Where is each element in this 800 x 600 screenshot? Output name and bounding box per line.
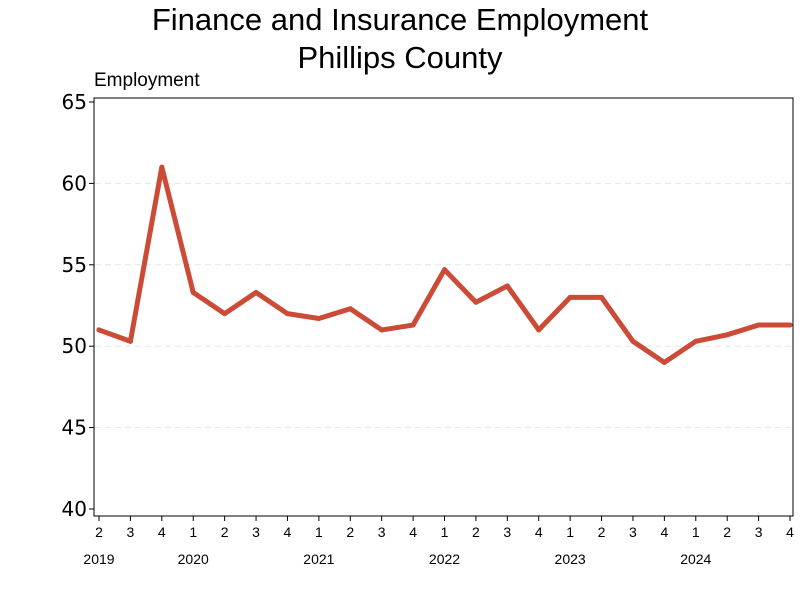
x-tick-label: 3 [629,524,637,540]
x-tick-label: 2 [723,524,731,540]
data-point [661,359,667,365]
x-tick-label: 1 [566,524,574,540]
x-tick-label: 2 [346,524,354,540]
data-point [379,327,385,333]
plot-frame [93,97,794,517]
chart-title: Finance and Insurance Employment [152,2,649,37]
data-point [127,338,133,344]
data-point [567,294,573,300]
x-tick-label: 4 [409,524,417,540]
y-axis: 40 45 50 55 60 65 [62,90,94,521]
chart-subtitle: Phillips County [297,40,503,75]
x-tick-label: 3 [503,524,511,540]
data-point [724,332,730,338]
data-point [693,338,699,344]
year-label: 2020 [178,551,209,567]
data-point [630,338,636,344]
data-point [284,311,290,317]
y-tick-label: 60 [62,171,87,195]
series-layer [96,164,793,365]
data-point [347,306,353,312]
data-point [599,294,605,300]
x-tick-label: 2 [598,524,606,540]
data-point [787,322,793,328]
gridlines [95,182,792,429]
data-point [190,289,196,295]
x-tick-label: 2 [221,524,229,540]
data-point [473,299,479,305]
y-tick-label: 45 [62,416,87,440]
x-tick-label: 4 [786,524,794,540]
year-label: 2022 [429,551,460,567]
x-tick-label: 1 [441,524,449,540]
x-tick-label: 4 [535,524,543,540]
data-point [316,316,322,322]
x-tick-label: 4 [158,524,166,540]
data-point [222,311,228,317]
x-tick-label: 3 [127,524,135,540]
data-point [504,283,510,289]
year-label: 2019 [83,551,114,567]
x-tick-label: 2 [472,524,480,540]
data-point [159,164,165,170]
data-point [536,327,542,333]
year-label: 2023 [555,551,586,567]
y-axis-label: Employment [94,70,200,91]
data-point [410,322,416,328]
x-tick-label: 3 [378,524,386,540]
x-tick-label: 2 [95,524,103,540]
y-tick-label: 65 [62,90,87,114]
year-label: 2021 [303,551,334,567]
x-tick-label: 3 [755,524,763,540]
y-tick-label: 55 [62,253,87,277]
x-tick-label: 4 [660,524,668,540]
y-tick-label: 50 [62,334,87,358]
data-point [96,327,102,333]
x-axis: 2 3 4 1 2 3 4 1 2 3 4 1 2 3 4 1 2 3 4 1 2 3 4 2019 2020 2021 2022 2… [83,516,794,567]
x-tick-label: 4 [284,524,292,540]
x-tick-label: 3 [252,524,260,540]
x-tick-label: 1 [315,524,323,540]
x-tick-label: 1 [692,524,700,540]
x-tick-label: 1 [189,524,197,540]
y-tick-label: 40 [62,497,87,521]
data-point [253,289,259,295]
data-point [442,267,447,273]
year-label: 2024 [680,551,711,567]
data-point [756,322,762,328]
